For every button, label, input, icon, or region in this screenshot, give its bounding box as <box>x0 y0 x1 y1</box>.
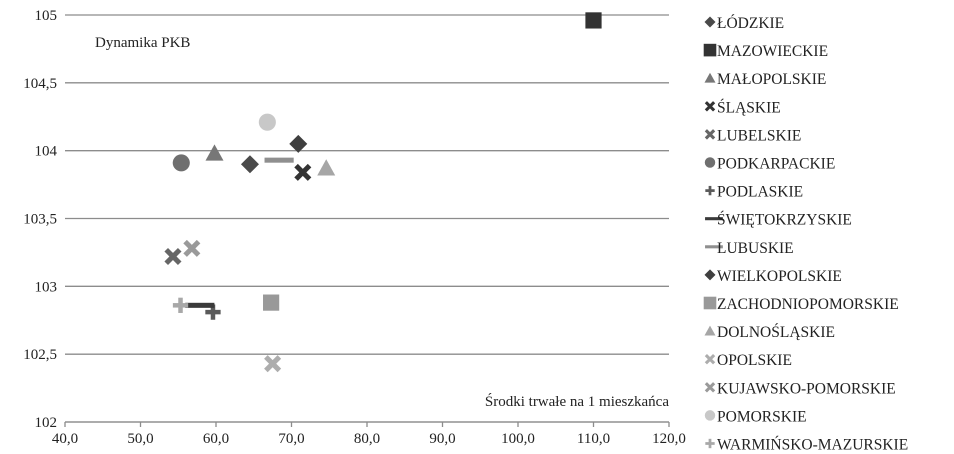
legend-marker-warmińsko-mazurskie <box>705 438 715 449</box>
x-tick-label: 40,0 <box>52 431 78 447</box>
point-dolnośląskie <box>317 159 336 176</box>
legend-marker-pomorskie <box>704 410 716 421</box>
y-tick-label: 102,5 <box>23 347 57 363</box>
x-tick-label: 100,0 <box>501 431 535 447</box>
legend-marker-podlaskie <box>705 185 715 196</box>
y-tick-label: 104 <box>35 144 58 160</box>
legend-marker-śląskie <box>704 101 716 112</box>
legend-item: MAŁOPOLSKIE <box>704 71 826 88</box>
legend-marker-kujawsko-pomorskie-stroke <box>704 382 716 393</box>
legend-marker-łódzkie <box>704 16 716 28</box>
legend-marker-śląskie-stroke <box>704 101 716 112</box>
legend-marker-dolnośląskie <box>704 325 716 336</box>
legend-marker-kujawsko-pomorskie <box>704 382 716 393</box>
x-tick-label: 50,0 <box>127 431 153 447</box>
legend-item: PODKARPACKIE <box>704 156 835 173</box>
y-tick-label: 102 <box>35 415 58 431</box>
legend-item: OPOLSKIE <box>704 352 792 369</box>
legend-item: ZACHODNIOPOMORSKIE <box>703 296 899 313</box>
axes: 102 102,5 103 103,5 104 104,5 105 40,0 50,0 60,0 7… <box>23 8 686 447</box>
point-lubelskie-stroke <box>164 247 182 266</box>
legend-item: ŚLĄSKIE <box>704 99 781 116</box>
point-lubelskie <box>164 247 182 266</box>
point-wielkopolskie <box>289 134 308 153</box>
legend-marker-wielkopolskie <box>704 269 716 281</box>
point-pomorskie <box>258 113 276 131</box>
y-axis-annotation: Dynamika PKB <box>95 35 190 51</box>
legend-marker-lubuskie <box>705 245 723 249</box>
x-tick-label: 60,0 <box>203 431 229 447</box>
legend-item: WARMIŃSKO-MAZURSKIE <box>705 437 908 454</box>
point-opolskie <box>264 355 282 373</box>
legend-marker-mazowieckie <box>703 43 717 57</box>
legend-item: ŁÓDZKIE <box>704 15 784 32</box>
legend-label: ŚWIĘTOKRZYSKIE <box>717 212 852 229</box>
point-podkarpackie <box>172 154 190 172</box>
legend-label: ŁÓDZKIE <box>717 15 784 32</box>
y-tick-label: 103,5 <box>23 212 57 228</box>
legend-label: ZACHODNIOPOMORSKIE <box>717 296 899 313</box>
point-świętokrzyskie <box>185 302 215 308</box>
point-warmińsko-mazurskie <box>172 297 189 313</box>
x-tick-label: 90,0 <box>429 431 455 447</box>
legend-label: WIELKOPOLSKIE <box>717 268 842 285</box>
legend-label: OPOLSKIE <box>717 352 792 369</box>
legend-marker-małopolskie <box>704 72 716 83</box>
point-zachodniopomorskie <box>263 294 280 311</box>
legend-label: WARMIŃSKO-MAZURSKIE <box>717 437 908 454</box>
legend-item: PODLASKIE <box>705 184 803 201</box>
point-lubuskie <box>264 157 294 163</box>
legend-item: MAZOWIECKIE <box>703 43 828 60</box>
y-tick-label: 103 <box>35 279 58 295</box>
legend-marker-opolskie-stroke <box>704 353 716 365</box>
x-axis-annotation: Środki trwałe na 1 mieszkańca <box>485 393 669 410</box>
gridlines <box>65 14 669 423</box>
x-tick-label: 120,0 <box>652 431 686 447</box>
y-tick-label: 105 <box>35 8 58 24</box>
point-kujawsko-pomorskie <box>183 239 201 257</box>
legend-marker-lubelskie-stroke <box>704 129 716 140</box>
legend-label: DOLNOŚLĄSKIE <box>717 324 835 341</box>
x-tick-label: 110,0 <box>577 431 610 447</box>
y-tick-label: 104,5 <box>23 76 57 92</box>
legend-item: DOLNOŚLĄSKIE <box>704 324 835 341</box>
point-opolskie-stroke <box>264 355 282 373</box>
legend: ŁÓDZKIE MAZOWIECKIE MAŁOPOLSKIE ŚLĄSKIE LUBE… <box>703 15 908 454</box>
legend-label: PODLASKIE <box>717 184 803 201</box>
legend-label: ŚLĄSKIE <box>717 99 781 116</box>
legend-label: LUBUSKIE <box>717 240 794 257</box>
point-śląskie <box>294 163 312 181</box>
legend-marker-opolskie <box>704 353 716 365</box>
legend-item: POMORSKIE <box>704 408 807 425</box>
legend-item: KUJAWSKO-POMORSKIE <box>704 380 896 397</box>
legend-label: MAZOWIECKIE <box>717 43 828 60</box>
data-points <box>164 12 602 373</box>
legend-item: LUBELSKIE <box>704 127 801 144</box>
legend-item: LUBUSKIE <box>705 240 794 257</box>
point-łódzkie <box>240 155 259 174</box>
point-mazowieckie <box>585 12 602 29</box>
x-tick-label: 80,0 <box>354 431 380 447</box>
legend-marker-podkarpackie <box>704 157 716 168</box>
legend-item: ŚWIĘTOKRZYSKIE <box>705 212 852 229</box>
legend-label: MAŁOPOLSKIE <box>717 71 826 88</box>
legend-item: WIELKOPOLSKIE <box>704 268 842 285</box>
point-kujawsko-pomorskie-stroke <box>183 239 201 257</box>
x-tick-label: 70,0 <box>278 431 304 447</box>
legend-label: LUBELSKIE <box>717 127 801 144</box>
legend-label: POMORSKIE <box>717 408 807 425</box>
legend-label: KUJAWSKO-POMORSKIE <box>717 380 896 397</box>
legend-marker-świętokrzyskie <box>705 217 723 221</box>
point-małopolskie <box>205 144 224 161</box>
legend-marker-lubelskie <box>704 129 716 140</box>
point-śląskie-stroke <box>294 163 312 181</box>
legend-label: PODKARPACKIE <box>717 156 835 173</box>
legend-marker-zachodniopomorskie <box>703 296 717 310</box>
